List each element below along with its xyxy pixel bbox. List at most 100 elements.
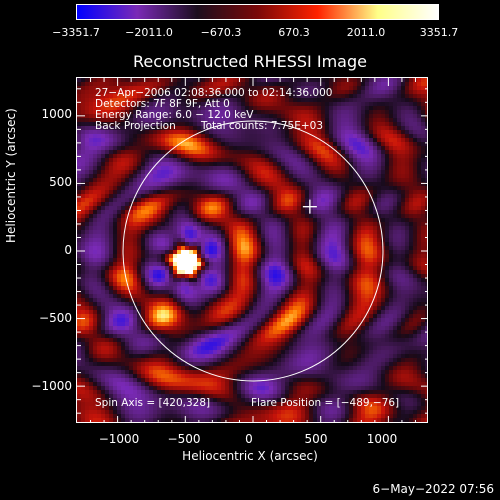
heatmap-cell (413, 282, 417, 286)
heatmap-cell (373, 190, 377, 194)
heatmap-cell (113, 138, 117, 142)
heatmap-cell (345, 150, 349, 154)
heatmap-cell (149, 190, 153, 194)
heatmap-cell (349, 282, 353, 286)
heatmap-cell (245, 102, 249, 106)
heatmap-cell (377, 262, 381, 266)
heatmap-cell (181, 274, 185, 278)
heatmap-cell (341, 118, 345, 122)
heatmap-cell (281, 250, 285, 254)
heatmap-cell (137, 114, 141, 118)
heatmap-cell (305, 274, 309, 278)
heatmap-cell (417, 238, 421, 242)
heatmap-cell (273, 298, 277, 302)
heatmap-cell (289, 78, 293, 82)
heatmap-cell (129, 206, 133, 210)
heatmap-cell (265, 270, 269, 274)
heatmap-cell (237, 286, 241, 290)
heatmap-cell (161, 198, 165, 202)
heatmap-cell (309, 254, 313, 258)
heatmap-cell (105, 294, 109, 298)
heatmap-cell (205, 186, 209, 190)
heatmap-cell (369, 190, 373, 194)
heatmap-cell (317, 126, 321, 130)
heatmap-cell (257, 206, 261, 210)
heatmap-cell (353, 270, 357, 274)
heatmap-cell (89, 94, 93, 98)
heatmap-cell (373, 298, 377, 302)
heatmap-cell (201, 222, 205, 226)
heatmap-cell (85, 294, 89, 298)
heatmap-cell (281, 302, 285, 306)
heatmap-cell (181, 94, 185, 98)
heatmap-cell (353, 158, 357, 162)
image-title: Reconstructed RHESSI Image (133, 52, 367, 71)
heatmap-cell (373, 186, 377, 190)
heatmap-cell (165, 258, 169, 262)
heatmap-cell (229, 294, 233, 298)
heatmap-cell (409, 182, 413, 186)
heatmap-cell (409, 242, 413, 246)
heatmap-cell (269, 126, 273, 130)
heatmap-cell (285, 218, 289, 222)
heatmap-cell (341, 162, 345, 166)
heatmap-cell (185, 278, 189, 282)
heatmap-cell (385, 274, 389, 278)
heatmap-cell (301, 110, 305, 114)
heatmap-cell (357, 86, 361, 90)
heatmap-cell (97, 202, 101, 206)
heatmap-cell (373, 102, 377, 106)
heatmap-cell (153, 282, 157, 286)
heatmap-cell (397, 246, 401, 250)
heatmap-cell (413, 270, 417, 274)
heatmap-cell (181, 302, 185, 306)
heatmap-cell (209, 162, 213, 166)
heatmap-cell (221, 214, 225, 218)
heatmap-cell (345, 262, 349, 266)
heatmap-cell (121, 78, 125, 82)
heatmap-cell (153, 230, 157, 234)
heatmap-cell (173, 138, 177, 142)
heatmap-cell (329, 94, 333, 98)
heatmap-cell (89, 258, 93, 262)
heatmap-cell (337, 134, 341, 138)
heatmap-cell (345, 282, 349, 286)
rhessi-image-plot[interactable]: 27−Apr−2006 02:08:36.000 to 02:14:36.000… (76, 77, 428, 423)
heatmap-cell (329, 262, 333, 266)
heatmap-cell (149, 282, 153, 286)
heatmap-cell (297, 134, 301, 138)
heatmap-cell (229, 238, 233, 242)
heatmap-cell (109, 178, 113, 182)
heatmap-cell (425, 206, 427, 210)
heatmap-cell (129, 170, 133, 174)
heatmap-cell (137, 242, 141, 246)
heatmap-cell (353, 238, 357, 242)
heatmap-cell (289, 154, 293, 158)
heatmap-cell (177, 258, 181, 262)
heatmap-cell (361, 250, 365, 254)
heatmap-cell (89, 146, 93, 150)
heatmap-cell (113, 186, 117, 190)
heatmap-cell (413, 126, 417, 130)
heatmap-cell (145, 110, 149, 114)
heatmap-cell (421, 166, 425, 170)
heatmap-cell (409, 162, 413, 166)
heatmap-cell (333, 206, 337, 210)
heatmap-cell (137, 198, 141, 202)
heatmap-cell (349, 194, 353, 198)
heatmap-cell (169, 206, 173, 210)
heatmap-cell (377, 150, 381, 154)
heatmap-cell (225, 94, 229, 98)
heatmap-cell (185, 254, 189, 258)
heatmap-cell (185, 266, 189, 270)
heatmap-cell (153, 278, 157, 282)
heatmap-cell (121, 194, 125, 198)
heatmap-cell (113, 202, 117, 206)
heatmap-cell (225, 218, 229, 222)
heatmap-cell (249, 170, 253, 174)
colorbar-tick: −3351.7 (52, 26, 100, 39)
heatmap-cell (225, 258, 229, 262)
heatmap-cell (213, 178, 217, 182)
heatmap-cell (165, 218, 169, 222)
heatmap-cell (381, 154, 385, 158)
